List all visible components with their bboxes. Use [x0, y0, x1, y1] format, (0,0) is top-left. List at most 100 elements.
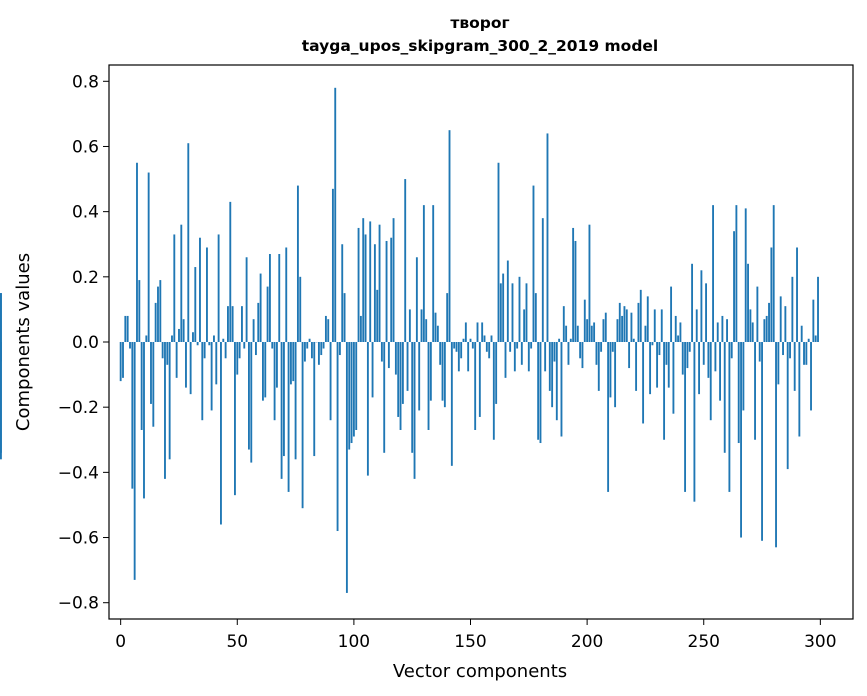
bar: [478, 342, 481, 417]
y-tick-label: 0.6: [72, 137, 99, 157]
bar: [215, 342, 218, 385]
bar: [236, 342, 239, 375]
bar: [213, 335, 215, 342]
bar: [189, 342, 192, 395]
bar: [229, 201, 232, 342]
bar: [385, 240, 388, 342]
bar: [152, 342, 155, 427]
bar: [126, 315, 129, 342]
bar: [812, 299, 815, 342]
bar: [460, 342, 463, 359]
bar: [310, 342, 313, 359]
bar: [371, 342, 374, 398]
bar: [273, 342, 276, 421]
bar: [446, 293, 449, 342]
bar: [231, 306, 234, 342]
bar: [504, 342, 507, 378]
bar: [159, 280, 162, 342]
bar: [758, 342, 761, 362]
bar: [194, 267, 197, 342]
bar: [457, 342, 460, 372]
bar: [122, 342, 124, 378]
bar: [289, 342, 292, 385]
bar: [453, 342, 456, 349]
bar: [751, 322, 754, 342]
y-axis-label: Components values: [13, 253, 34, 431]
bar: [716, 322, 719, 342]
bar: [688, 342, 691, 352]
bar: [331, 188, 334, 342]
x-tick-label: 100: [338, 632, 370, 652]
bar: [807, 338, 810, 342]
bar: [672, 342, 675, 414]
bar: [383, 342, 386, 453]
bar: [299, 276, 302, 342]
bar: [350, 342, 353, 444]
bar: [348, 342, 351, 450]
bar: [782, 342, 784, 356]
bar: [171, 335, 173, 342]
bar: [129, 342, 131, 349]
bar: [653, 309, 656, 342]
bar: [747, 263, 749, 342]
bar: [537, 342, 540, 440]
x-tick-label: 0: [115, 632, 126, 652]
bar: [397, 342, 400, 417]
bar: [721, 315, 724, 342]
bar: [656, 342, 659, 388]
bar: [567, 342, 570, 365]
bar: [737, 342, 740, 444]
bar: [779, 296, 782, 342]
bar: [784, 306, 787, 342]
bar: [562, 306, 565, 342]
bar: [425, 319, 428, 342]
bar: [754, 342, 756, 440]
bar: [201, 342, 204, 421]
bar: [196, 342, 199, 346]
bar: [583, 299, 586, 342]
bar: [369, 221, 372, 342]
bar: [476, 322, 479, 342]
bar: [338, 342, 341, 356]
bar: [334, 87, 337, 342]
bar: [140, 342, 143, 430]
bar: [455, 342, 458, 352]
bar: [572, 227, 575, 342]
bar: [756, 286, 759, 342]
bar: [362, 218, 365, 342]
bar: [150, 342, 152, 404]
bar: [485, 342, 488, 352]
bar: [581, 342, 584, 369]
bar: [523, 309, 526, 342]
chart-title: творог: [450, 14, 509, 32]
bar: [677, 335, 680, 342]
bar: [803, 342, 805, 365]
bar: [322, 342, 325, 349]
bar: [439, 342, 442, 365]
bar: [436, 325, 439, 342]
y-tick-label: 0.8: [72, 72, 99, 92]
bar: [674, 315, 677, 342]
y-tick-label: −0.2: [58, 398, 99, 418]
bar: [511, 283, 514, 342]
bar: [513, 342, 516, 372]
bar: [574, 240, 577, 342]
bar: [621, 315, 624, 342]
bar: [649, 342, 652, 395]
bar: [663, 342, 666, 440]
bar: [593, 322, 596, 342]
bar: [702, 342, 705, 365]
bar: [415, 257, 418, 342]
bar: [161, 342, 164, 359]
bar: [658, 342, 661, 356]
bar: [185, 342, 187, 388]
bar: [124, 315, 127, 342]
bar: [136, 162, 138, 342]
bar: [294, 342, 297, 460]
bar: [740, 342, 742, 538]
bar: [628, 342, 631, 369]
bar: [320, 342, 323, 356]
bar: [168, 342, 171, 460]
bar: [555, 342, 558, 421]
bar: [733, 231, 735, 342]
